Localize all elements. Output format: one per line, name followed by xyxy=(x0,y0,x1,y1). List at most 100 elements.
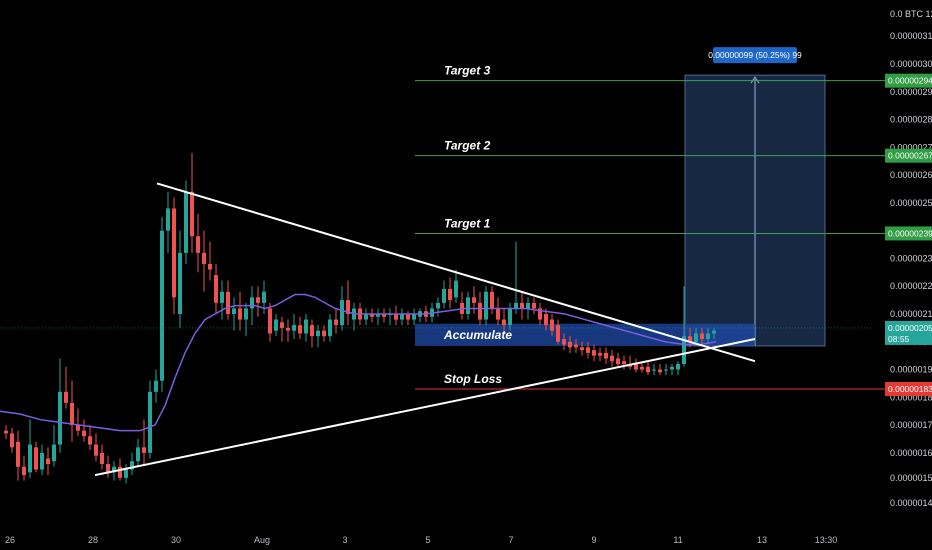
candle-102 xyxy=(616,352,620,367)
level-tag-text-1: 0.00000267 xyxy=(888,151,932,161)
candle-82 xyxy=(496,297,500,326)
candle-12 xyxy=(76,408,80,437)
candle-body-67 xyxy=(406,314,410,320)
candle-2 xyxy=(16,430,20,481)
candle-54 xyxy=(328,314,332,342)
price-tags-layer: 0.00000294 0.00000267 0.00000239 0.00000183… xyxy=(708,47,932,396)
candle-42 xyxy=(256,286,260,317)
candle-body-113 xyxy=(682,336,686,364)
candle-body-99 xyxy=(598,352,602,356)
x-tick-10: 13:30 xyxy=(815,535,838,545)
candle-body-82 xyxy=(496,308,500,320)
candle-105 xyxy=(634,358,638,373)
candle-50 xyxy=(304,314,308,342)
candle-body-53 xyxy=(322,330,326,337)
candle-30 xyxy=(184,180,188,264)
accumulate-label: Accumulate xyxy=(443,328,512,342)
candle-body-17 xyxy=(106,464,110,473)
candle-body-30 xyxy=(184,191,188,253)
candle-body-1 xyxy=(10,433,14,448)
level-tag-text-2: 0.00000239 xyxy=(888,228,932,238)
candle-6 xyxy=(40,444,44,476)
candle-body-19 xyxy=(118,466,122,478)
candle-37 xyxy=(226,280,230,320)
candle-body-83 xyxy=(502,319,506,326)
candle-3 xyxy=(22,455,26,481)
candle-body-61 xyxy=(370,314,374,317)
level-label-3: Stop Loss xyxy=(444,372,502,386)
trendlines-layer xyxy=(94,182,756,477)
candle-body-111 xyxy=(670,366,674,370)
candle-body-21 xyxy=(130,461,134,470)
y-tick-16: 0.00000151 xyxy=(890,473,932,483)
current-price-tag-bg xyxy=(885,320,932,345)
candle-body-97 xyxy=(586,347,590,353)
candle-body-89 xyxy=(538,308,542,320)
candle-5 xyxy=(34,441,38,473)
candle-body-85 xyxy=(514,302,518,309)
candle-body-105 xyxy=(634,364,638,370)
candle-body-23 xyxy=(142,447,146,453)
candle-body-93 xyxy=(562,339,566,345)
candle-body-96 xyxy=(580,347,584,351)
candle-body-47 xyxy=(286,327,290,331)
candle-93 xyxy=(562,333,566,351)
candle-62 xyxy=(376,308,380,326)
candle-25 xyxy=(154,369,158,403)
candle-85 xyxy=(514,241,518,314)
x-tick-2: 30 xyxy=(171,535,181,545)
level-tag-text-3: 0.00000183 xyxy=(888,384,932,394)
candle-8 xyxy=(52,425,56,467)
candle-body-80 xyxy=(484,291,488,320)
candles-layer xyxy=(4,152,716,484)
x-tick-6: 7 xyxy=(508,535,513,545)
candle-107 xyxy=(646,361,650,376)
candle-68 xyxy=(412,308,416,326)
candle-body-12 xyxy=(76,425,80,431)
x-tick-9: 13 xyxy=(757,535,767,545)
time-axis[interactable]: 26 28 30 Aug 3 5 7 9 11 13 13:30 xyxy=(5,535,837,545)
candle-7 xyxy=(46,447,50,476)
candle-body-60 xyxy=(364,314,368,320)
candle-body-72 xyxy=(436,302,440,309)
candle-117 xyxy=(706,327,710,345)
candle-body-14 xyxy=(88,436,92,445)
candle-108 xyxy=(652,364,656,376)
candle-body-84 xyxy=(508,308,512,326)
candle-80 xyxy=(484,286,488,326)
candle-60 xyxy=(364,308,368,326)
candle-body-102 xyxy=(616,358,620,364)
x-tick-3: Aug xyxy=(254,535,270,545)
candle-110 xyxy=(664,364,668,376)
candle-body-48 xyxy=(292,325,296,331)
candle-body-31 xyxy=(190,191,194,237)
x-tick-7: 9 xyxy=(591,535,596,545)
candle-body-42 xyxy=(256,297,260,303)
candle-33 xyxy=(202,230,206,292)
candle-94 xyxy=(568,336,572,353)
candle-body-66 xyxy=(400,314,404,320)
candle-body-35 xyxy=(214,275,218,303)
trendline-0 xyxy=(156,182,756,363)
candle-44 xyxy=(268,302,272,342)
candle-77 xyxy=(466,291,470,320)
candle-body-24 xyxy=(148,391,152,453)
candle-body-54 xyxy=(328,319,332,337)
candle-56 xyxy=(340,286,344,331)
candle-body-39 xyxy=(238,308,242,320)
x-tick-4: 3 xyxy=(342,535,347,545)
candle-88 xyxy=(532,297,536,314)
scale-unit-label: 0.0 BTC 120 xyxy=(890,9,932,19)
trendline-1 xyxy=(94,338,756,477)
candle-81 xyxy=(490,286,494,314)
candle-45 xyxy=(274,314,278,337)
candle-body-26 xyxy=(160,230,164,381)
candle-20 xyxy=(124,464,128,484)
projection-label-text: 0.00000099 (50.25%) 99 xyxy=(708,50,802,60)
candle-75 xyxy=(454,269,458,303)
x-tick-0: 26 xyxy=(5,535,15,545)
